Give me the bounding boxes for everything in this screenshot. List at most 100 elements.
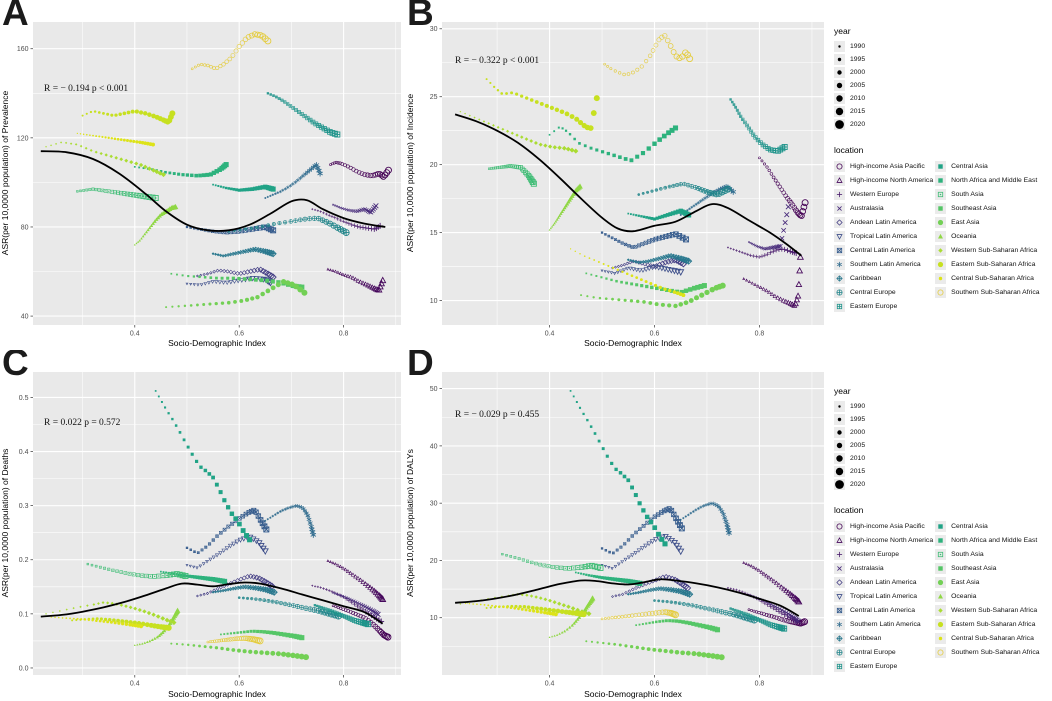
location-legend-label: Eastern Europe	[850, 662, 898, 670]
year-legend-label: 2000	[850, 429, 866, 436]
location-legend-label: Eastern Sub-Saharan Africa	[951, 620, 1036, 628]
y-tick-label: 0.5	[19, 395, 29, 402]
series-high-income-asia-pacific	[758, 156, 809, 219]
year-size-key-icon	[834, 440, 845, 451]
circplus-marker-icon	[834, 286, 845, 298]
series-central-europe	[653, 599, 758, 624]
year-size-key-icon	[834, 93, 845, 104]
location-legend-item: North Africa and Middle East	[935, 533, 1039, 547]
y-tick-label: 40	[430, 443, 438, 450]
year-legend-label: 2005	[850, 442, 866, 449]
location-legend-label: High-income North America	[850, 536, 934, 544]
y-tick-label: 80	[21, 224, 29, 231]
year-legend-label: 1990	[850, 403, 866, 410]
series-central-sub-saharan-africa	[76, 132, 156, 147]
location-legend-item: Oceania	[935, 589, 1039, 603]
series-east-asia	[580, 282, 726, 309]
series-southern-latin-america	[264, 162, 323, 200]
location-legend-item: Southern Latin America	[834, 257, 933, 271]
series-australasia	[747, 204, 792, 251]
dotf-marker-icon	[935, 216, 947, 228]
y-tick-label: 40	[21, 313, 29, 320]
correlation-annotation: R = − 0.029 p = 0.455	[455, 410, 540, 420]
year-legend-title: year	[834, 26, 851, 36]
year-size-key-icon	[834, 119, 845, 130]
location-legend-item: Oceania	[935, 229, 1039, 243]
series-eastern-europe	[313, 604, 372, 628]
year-legend-item: 1990	[834, 400, 1050, 413]
x-axis-title: Socio-Demographic Index	[584, 689, 682, 699]
y-tick-label: 0.3	[19, 503, 29, 510]
location-legend-item: Southern Latin America	[834, 617, 933, 631]
year-size-key-icon	[834, 54, 845, 65]
x-tick-label: 0.6	[650, 331, 660, 338]
plot-background	[33, 372, 401, 675]
series-eastern-europe	[729, 98, 788, 154]
year-size-key-icon	[834, 106, 845, 117]
location-legend-label: High-income North America	[850, 176, 934, 184]
year-size-key-icon	[834, 80, 845, 91]
location-legend-label: Southeast Asia	[951, 204, 997, 212]
location-legend-item: High-income Asia Pacific	[834, 159, 933, 173]
y-tick-label: 0.1	[19, 611, 29, 618]
y-tick-label: 20	[430, 162, 438, 169]
panel-label: D	[407, 350, 434, 383]
location-legend-item: Southeast Asia	[935, 201, 1039, 215]
series-high-income-north-america	[326, 267, 387, 293]
location-legend-label: Central Latin America	[850, 246, 915, 254]
location-legend-item: Central Asia	[935, 519, 1039, 533]
panel-b: 0.4 0.6 0.8 10 15 20 25 30 ASR(per 10,0000 popu…	[405, 0, 828, 350]
series-eastern-sub-saharan-africa	[81, 109, 176, 125]
year-size-key-icon	[834, 479, 845, 490]
location-legend-item: Tropical Latin America	[834, 589, 933, 603]
series-caribbean	[626, 253, 693, 265]
location-legend-label: Andean Latin America	[850, 218, 917, 226]
y-tick-label: 20	[430, 558, 438, 565]
series-central-asia	[627, 208, 692, 221]
legend-bottom: year 1990 1995 2000 2005 2010 2015 2020 location…	[828, 350, 1052, 701]
series-western-europe	[726, 246, 800, 259]
x-tick-label: 0.4	[545, 681, 555, 688]
year-legend-label: 2000	[850, 69, 866, 76]
location-legend-item: East Asia	[935, 215, 1039, 229]
location-legend-label: Central Sub-Saharan Africa	[951, 274, 1034, 282]
x-axis-title: Socio-Demographic Index	[584, 338, 682, 348]
series-central-europe	[237, 596, 342, 620]
location-legend-label: Australasia	[850, 204, 884, 212]
location-legend-label: Southern Latin America	[850, 260, 921, 268]
location-legend-label: East Asia	[951, 218, 980, 226]
year-legend-label: 1995	[850, 56, 866, 63]
location-legend-item: Western Sub-Saharan Africa	[935, 243, 1039, 257]
location-legend-item: Southeast Asia	[935, 561, 1039, 575]
location-legend-item: Central Europe	[834, 645, 933, 659]
trend-line	[40, 150, 386, 232]
location-legend-item: Southern Sub-Saharan Africa	[935, 645, 1040, 659]
x-axis-title: Socio-Demographic Index	[168, 689, 266, 699]
year-legend-label: 2020	[850, 121, 866, 128]
location-legend-item: High-income Asia Pacific	[834, 519, 933, 533]
location-legend-label: South Asia	[951, 190, 984, 198]
location-legend-label: Southern Sub-Saharan Africa	[951, 648, 1040, 656]
y-axis-title: ASR(per 10,0000 population) of DALYs	[405, 449, 415, 597]
y-tick-label: 0.4	[19, 449, 29, 456]
location-legend-label: Caribbean	[850, 634, 882, 642]
series-central-asia	[212, 183, 276, 192]
x-tick-label: 0.6	[234, 681, 244, 688]
location-legend-item: Andean Latin America	[834, 215, 933, 229]
series-central-asia	[154, 390, 253, 543]
sqf-marker-icon	[935, 520, 947, 532]
panel-label: A	[2, 0, 29, 33]
location-legend-label: Tropical Latin America	[850, 592, 917, 600]
series-southern-latin-america	[679, 501, 732, 536]
ast-marker-icon	[834, 258, 845, 270]
series-high-income-asia-pacific	[331, 604, 392, 641]
tri-marker-icon	[834, 174, 845, 186]
series-southern-sub-saharan-africa	[206, 635, 264, 645]
diam-marker-icon	[834, 576, 845, 588]
panel-label: B	[407, 0, 434, 33]
location-legend-label: Australasia	[850, 564, 884, 572]
sqo-marker-icon	[935, 548, 947, 560]
y-axis-title: ASR(per 10,0000 population) of Prevalenc…	[0, 90, 10, 256]
location-legend-label: High-income Asia Pacific	[850, 522, 925, 530]
legend-top: year 1990 1995 2000 2005 2010 2015 2020 location…	[828, 0, 1052, 350]
